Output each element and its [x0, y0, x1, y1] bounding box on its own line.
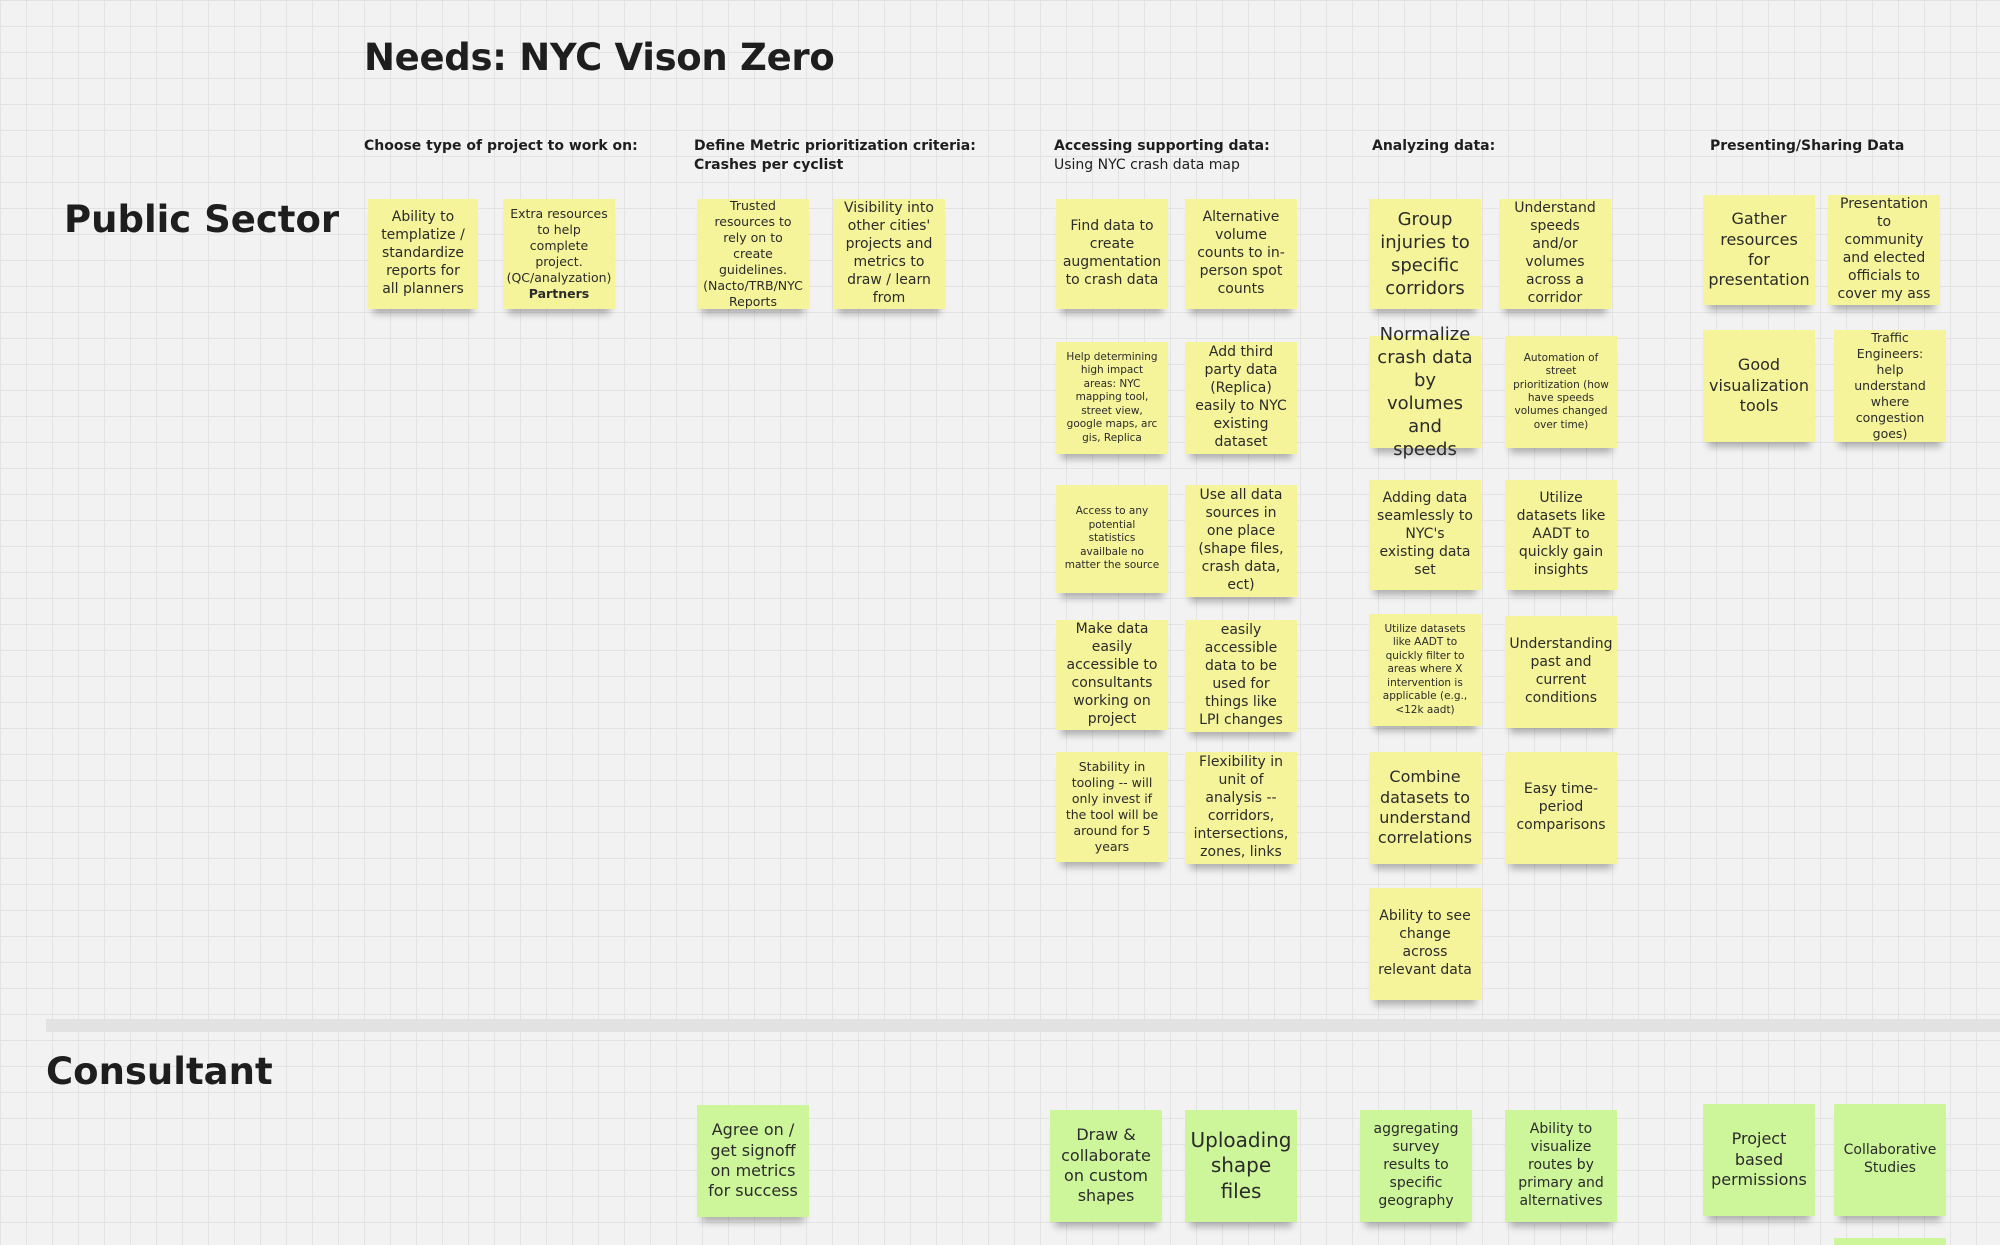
- column-title-analyze: Analyzing data:: [1372, 138, 1496, 154]
- sticky-note[interactable]: Combine datasets to understand correlati…: [1369, 752, 1481, 864]
- sticky-note[interactable]: Collaborative Studies: [1834, 1104, 1946, 1216]
- sticky-note[interactable]: Group injuries to specific corridors: [1369, 199, 1481, 309]
- sticky-note[interactable]: Understanding past and current condition…: [1505, 616, 1617, 728]
- sticky-note[interactable]: Easy time-period comparisons: [1505, 752, 1617, 864]
- column-header-access: Accessing supporting data: Using NYC cra…: [1054, 137, 1270, 175]
- sticky-note[interactable]: Presentation to community and elected of…: [1828, 195, 1940, 305]
- sticky-note[interactable]: Flexibility in unit of analysis -- corri…: [1185, 752, 1297, 864]
- sticky-note[interactable]: Visibility into other cities' projects a…: [833, 199, 945, 309]
- sticky-note[interactable]: Ability to see change across relevant da…: [1369, 888, 1481, 1000]
- sticky-note[interactable]: Adding data seamlessly to NYC's existing…: [1369, 480, 1481, 590]
- sticky-note[interactable]: Extra resources to help complete project…: [503, 199, 615, 309]
- column-subtitle-access: Using NYC crash data map: [1054, 157, 1240, 173]
- sticky-note[interactable]: Good visualization tools: [1703, 330, 1815, 442]
- column-subtitle-define: Crashes per cyclist: [694, 157, 844, 173]
- column-header-choose: Choose type of project to work on:: [364, 137, 638, 156]
- sticky-note[interactable]: Access to any potential statistics avail…: [1056, 485, 1168, 593]
- column-title-choose: Choose type of project to work on:: [364, 138, 638, 154]
- lane-divider: [46, 1019, 2000, 1032]
- sticky-note[interactable]: Project based permissions: [1703, 1104, 1815, 1216]
- sticky-note[interactable]: Draw & collaborate on custom shapes: [1050, 1110, 1162, 1222]
- sticky-note[interactable]: Alternative volume counts to in-person s…: [1185, 199, 1297, 309]
- sticky-note[interactable]: Use all data sources in one place (shape…: [1185, 485, 1297, 597]
- sticky-note[interactable]: Gather resources for presentation: [1703, 195, 1815, 305]
- lane-label-consultant: Consultant: [46, 1050, 273, 1093]
- column-title-define: Define Metric prioritization criteria:: [694, 138, 976, 154]
- sticky-note[interactable]: Help determining high impact areas: NYC …: [1056, 342, 1168, 454]
- sticky-note[interactable]: Stability in tooling -- will only invest…: [1056, 752, 1168, 862]
- column-header-present: Presenting/Sharing Data: [1710, 137, 1904, 156]
- sticky-note[interactable]: Traffic Engineers: help understand where…: [1834, 330, 1946, 442]
- column-title-present: Presenting/Sharing Data: [1710, 138, 1905, 154]
- sticky-note[interactable]: Add third party data (Replica) easily to…: [1185, 342, 1297, 454]
- lane-label-public-sector: Public Sector: [64, 198, 340, 241]
- column-header-analyze: Analyzing data:: [1372, 137, 1495, 156]
- sticky-note[interactable]: easily accessible data to be used for th…: [1185, 620, 1297, 732]
- board-title: Needs: NYC Vison Zero: [364, 36, 835, 79]
- sticky-note[interactable]: Utilize datasets like AADT to quickly fi…: [1369, 614, 1481, 726]
- sticky-note[interactable]: Understand speeds and/or volumes across …: [1499, 199, 1611, 309]
- sticky-note[interactable]: Normalize crash data by volumes and spee…: [1369, 324, 1481, 460]
- column-header-define: Define Metric prioritization criteria: C…: [694, 137, 976, 175]
- sticky-note[interactable]: Agree on / get signoff on metrics for su…: [697, 1105, 809, 1217]
- sticky-note[interactable]: Utilize datasets like AADT to quickly ga…: [1505, 480, 1617, 590]
- sticky-note-partial[interactable]: [1834, 1238, 1946, 1245]
- sticky-note[interactable]: Automation of street prioritization (how…: [1505, 336, 1617, 448]
- sticky-note[interactable]: Trusted resources to rely on to create g…: [697, 198, 809, 309]
- column-title-access: Accessing supporting data:: [1054, 138, 1270, 154]
- sticky-note[interactable]: Find data to create augmentation to cras…: [1056, 199, 1168, 309]
- sticky-note[interactable]: aggregating survey results to specific g…: [1360, 1110, 1472, 1222]
- sticky-note[interactable]: Ability to templatize / standardize repo…: [368, 199, 478, 309]
- sticky-note[interactable]: Make data easily accessible to consultan…: [1056, 620, 1168, 730]
- sticky-note[interactable]: Ability to visualize routes by primary a…: [1505, 1110, 1617, 1222]
- sticky-note[interactable]: Uploading shape files: [1185, 1110, 1297, 1222]
